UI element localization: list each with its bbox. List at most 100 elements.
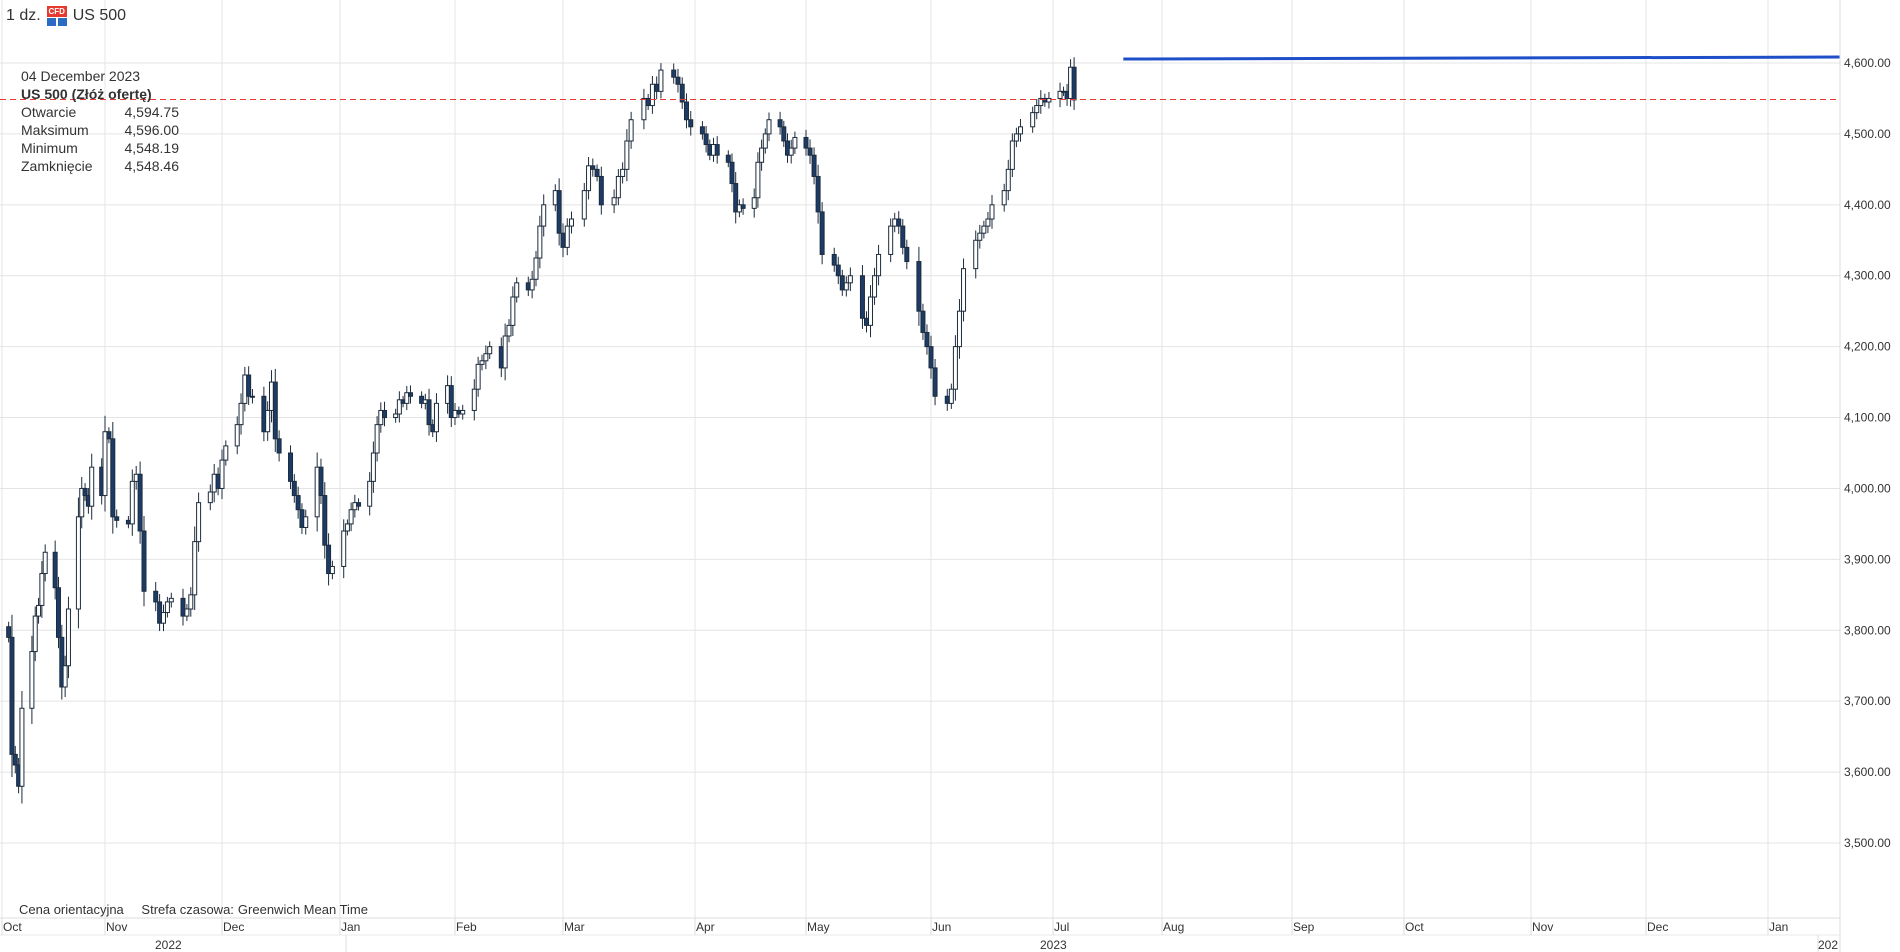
candle-body [125, 519, 131, 525]
candle-body [114, 516, 120, 521]
candle [569, 211, 575, 234]
candle-body [819, 211, 825, 255]
y-tick-label: 3,800.00 [1844, 623, 1891, 637]
candle-body [831, 253, 837, 266]
candle-body [344, 523, 350, 532]
candle [514, 277, 520, 303]
candle-body [246, 374, 252, 397]
y-tick-label: 4,600.00 [1844, 56, 1891, 70]
candle [344, 519, 350, 536]
candle-body [803, 136, 809, 149]
candle-body [729, 161, 735, 185]
candle [348, 502, 354, 532]
candle-body [556, 190, 562, 234]
candle-body [184, 608, 190, 617]
candle-body [65, 608, 71, 667]
candle-body [740, 204, 746, 209]
candle-body [611, 197, 617, 206]
candle [1005, 159, 1011, 201]
chart-overlays: 4,548.46 [0, 55, 1898, 108]
candle-body [133, 473, 139, 482]
x-tick-label: Jul [1054, 920, 1069, 934]
candle [1001, 183, 1007, 212]
candle [872, 267, 878, 305]
x-tick-label: Mar [564, 920, 585, 934]
candle [42, 544, 48, 582]
candle [433, 393, 439, 442]
x-tick-label: Jan [341, 920, 360, 934]
candle [82, 483, 88, 501]
candle [129, 469, 135, 536]
cfd-badge-icon: CFD [46, 6, 67, 26]
candle [393, 408, 399, 423]
candle-body [788, 147, 794, 156]
x-tick-label: Nov [1532, 920, 1553, 934]
candle [956, 299, 962, 359]
candle [6, 621, 12, 643]
candle [847, 267, 853, 292]
x-tick-label: Apr [696, 920, 715, 934]
candle-body [699, 126, 705, 135]
candle [291, 474, 297, 503]
candle [924, 324, 930, 355]
candle-body [560, 232, 566, 248]
candle [703, 125, 709, 153]
candle [932, 358, 938, 406]
candle-body [29, 651, 35, 709]
candle-body [1001, 190, 1007, 206]
timeframe-label[interactable]: 1 dz. [6, 7, 41, 24]
candle [52, 540, 58, 600]
candle-body [367, 480, 373, 507]
candle [876, 244, 882, 286]
candle [725, 150, 731, 168]
candle [62, 655, 68, 697]
candle-body [141, 530, 147, 592]
candle-body [426, 399, 432, 426]
x-tick-label: Jun [932, 920, 951, 934]
y-tick-label: 4,500.00 [1844, 127, 1891, 141]
instrument-name[interactable]: US 500 [72, 7, 127, 24]
candle-body [569, 218, 575, 227]
candle-body [777, 119, 783, 128]
candle [683, 93, 689, 129]
candle [106, 427, 112, 444]
candle [977, 224, 983, 249]
candle [989, 195, 995, 229]
candle-body [234, 424, 240, 447]
candle-body [36, 604, 42, 617]
candle [762, 128, 768, 154]
candle-body [537, 225, 543, 259]
candle-body [977, 232, 983, 241]
candle [483, 345, 489, 370]
candle [246, 366, 252, 405]
candle [590, 158, 596, 177]
candle [234, 416, 240, 455]
candle [788, 139, 794, 164]
candle-body [238, 402, 244, 426]
candle-body [356, 502, 362, 507]
candle [102, 415, 108, 512]
candle [125, 516, 131, 529]
candle-body [475, 363, 481, 390]
chart-grid [0, 0, 1840, 918]
candle-body [714, 144, 720, 156]
candle [249, 389, 255, 404]
candle-body [581, 190, 587, 220]
candle-body [502, 335, 508, 369]
candle [448, 376, 454, 428]
candle [367, 472, 373, 516]
candle [79, 476, 85, 529]
candle-body [110, 438, 116, 518]
candle [396, 391, 402, 423]
candle-body [924, 331, 930, 348]
candle-body [961, 268, 967, 312]
candle-body [590, 165, 596, 170]
candle-body [326, 544, 332, 575]
candle [594, 164, 600, 182]
candle [843, 276, 849, 297]
candle [598, 166, 604, 215]
candle [1017, 118, 1023, 142]
candle-body [835, 264, 841, 277]
ohlc-instrument: US 500 (Złóż ofertę) [21, 86, 152, 102]
